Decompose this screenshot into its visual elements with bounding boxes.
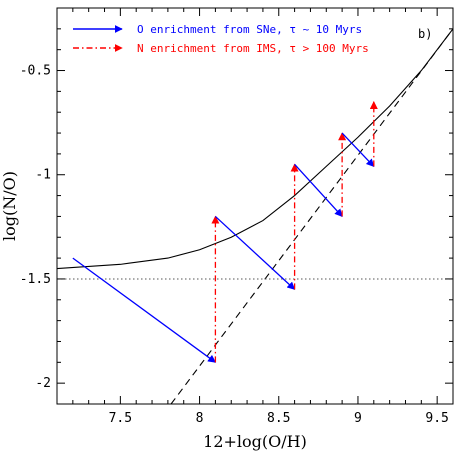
panel-label: b) bbox=[418, 27, 432, 41]
x-tick-label: 9 bbox=[354, 411, 362, 426]
x-axis-title: 12+log(O/H) bbox=[203, 432, 307, 451]
plot-frame bbox=[56, 7, 454, 405]
o-enrichment-arrow bbox=[72, 257, 217, 363]
series-layer bbox=[57, 28, 453, 404]
x-tick-label: 7.5 bbox=[109, 411, 132, 426]
o-enrichment-arrow bbox=[341, 132, 375, 167]
arrow-layer bbox=[72, 100, 378, 363]
x-tick-label: 8 bbox=[196, 411, 204, 426]
o-enrichment-arrow bbox=[294, 163, 343, 218]
legend: O enrichment from SNe, τ ~ 10 Myrs N enr… bbox=[73, 23, 369, 55]
tick-layer: 7.5 8 8.5 9 9.5 -0.5 -1 -1.5 -2 bbox=[20, 7, 454, 426]
x-tick-label: 8.5 bbox=[267, 411, 290, 426]
y-tick-label: -2 bbox=[35, 376, 51, 391]
series-dashed-line bbox=[170, 28, 453, 404]
y-axis-title: log(N/O) bbox=[0, 171, 19, 241]
series-solid-line bbox=[57, 28, 453, 270]
x-tick-label: 9.5 bbox=[425, 411, 448, 426]
y-tick-label: -1 bbox=[35, 168, 51, 183]
y-tick-label: -0.5 bbox=[20, 64, 51, 79]
y-tick-label: -1.5 bbox=[20, 272, 51, 287]
legend-n-label: N enrichment from IMS, τ > 100 Myrs bbox=[137, 42, 369, 55]
o-enrichment-arrow bbox=[214, 215, 296, 290]
legend-o-label: O enrichment from SNe, τ ~ 10 Myrs bbox=[137, 23, 362, 36]
